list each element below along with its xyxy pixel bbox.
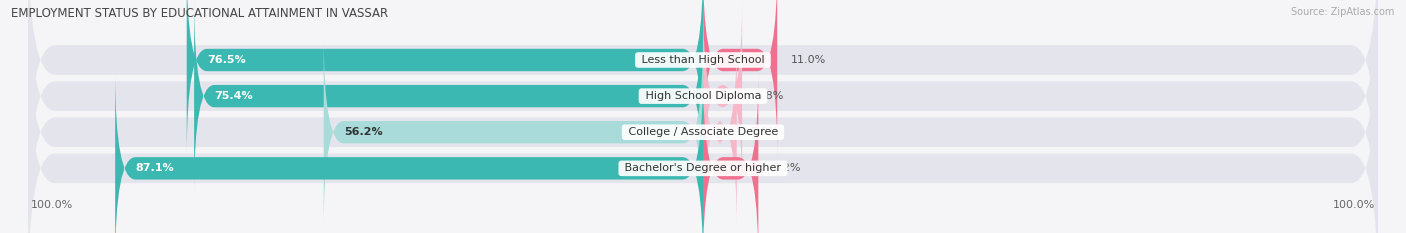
FancyBboxPatch shape	[28, 0, 1378, 190]
FancyBboxPatch shape	[703, 0, 778, 157]
FancyBboxPatch shape	[194, 0, 703, 193]
FancyBboxPatch shape	[323, 35, 703, 229]
Text: 5.8%: 5.8%	[755, 91, 785, 101]
FancyBboxPatch shape	[115, 71, 703, 233]
Text: 8.2%: 8.2%	[772, 163, 800, 173]
FancyBboxPatch shape	[28, 0, 1378, 226]
Text: EMPLOYMENT STATUS BY EDUCATIONAL ATTAINMENT IN VASSAR: EMPLOYMENT STATUS BY EDUCATIONAL ATTAINM…	[11, 7, 388, 20]
Text: 76.5%: 76.5%	[207, 55, 246, 65]
Text: Bachelor's Degree or higher: Bachelor's Degree or higher	[621, 163, 785, 173]
Text: 100.0%: 100.0%	[31, 200, 73, 210]
FancyBboxPatch shape	[703, 35, 737, 229]
FancyBboxPatch shape	[28, 3, 1378, 233]
FancyBboxPatch shape	[703, 71, 758, 233]
Text: 56.2%: 56.2%	[344, 127, 382, 137]
Text: 87.1%: 87.1%	[135, 163, 174, 173]
FancyBboxPatch shape	[187, 0, 703, 157]
Text: College / Associate Degree: College / Associate Degree	[624, 127, 782, 137]
Text: 75.4%: 75.4%	[214, 91, 253, 101]
FancyBboxPatch shape	[28, 39, 1378, 233]
Text: Source: ZipAtlas.com: Source: ZipAtlas.com	[1291, 7, 1395, 17]
Text: 100.0%: 100.0%	[1333, 200, 1375, 210]
FancyBboxPatch shape	[703, 0, 742, 193]
Text: 11.0%: 11.0%	[790, 55, 825, 65]
Text: Less than High School: Less than High School	[638, 55, 768, 65]
Text: High School Diploma: High School Diploma	[641, 91, 765, 101]
Text: 5.0%: 5.0%	[751, 127, 779, 137]
